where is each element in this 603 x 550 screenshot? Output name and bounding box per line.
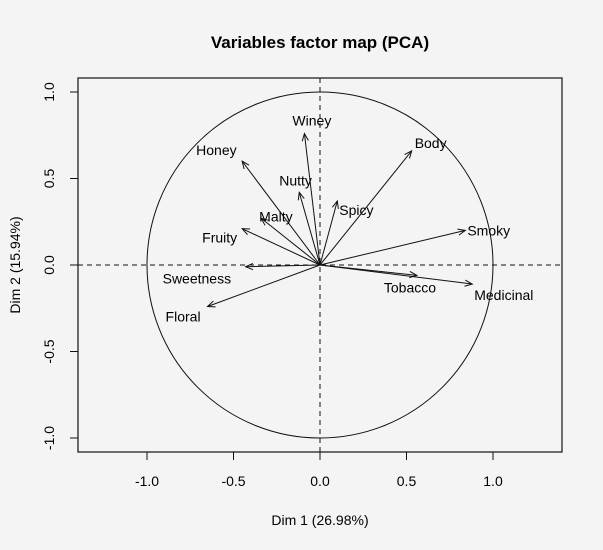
variable-tobacco: Tobacco <box>319 264 436 295</box>
arrow-head-icon <box>206 300 216 308</box>
x-axis-label: Dim 1 (26.98%) <box>271 512 368 528</box>
variable-winey: Winey <box>292 113 331 266</box>
plot-area: Winey Honey Nutty Malty Fruity Spicy Body Smoky… <box>78 78 562 452</box>
arrow-head-icon <box>457 228 467 236</box>
variable-label: Malty <box>259 208 292 224</box>
y-tick-label: 1.0 <box>41 82 57 102</box>
arrow-head-icon <box>331 199 339 209</box>
variable-label: Winey <box>292 113 331 129</box>
y-tick-label: 0.0 <box>41 255 57 275</box>
arrow-head-icon <box>301 132 309 142</box>
arrow-head-icon <box>297 191 305 201</box>
variable-label: Smoky <box>467 222 510 238</box>
arrow-line <box>303 133 321 266</box>
variable-nutty: Nutty <box>279 172 321 266</box>
y-tick-label: -1.0 <box>41 426 57 450</box>
x-tick-label: 1.0 <box>483 473 503 489</box>
variable-label: Nutty <box>279 172 312 188</box>
y-tick-label: -0.5 <box>41 339 57 363</box>
variable-label: Body <box>415 135 447 151</box>
arrow-line <box>260 217 321 266</box>
x-tick-label: 0.5 <box>397 473 417 489</box>
arrow-line <box>241 160 321 266</box>
arrow-head-icon <box>404 149 413 159</box>
y-tick-label: 0.5 <box>41 169 57 189</box>
arrow-line <box>319 150 413 266</box>
variable-spicy: Spicy <box>319 199 374 266</box>
y-axis-label: Dim 2 (15.94%) <box>7 216 23 313</box>
variable-arrows: Winey Honey Nutty Malty Fruity Spicy Body Smoky… <box>163 113 534 325</box>
arrow-line <box>319 200 338 266</box>
arrow-head-icon <box>260 217 270 226</box>
arrow-line <box>298 192 321 266</box>
arrow-head-icon <box>240 228 251 235</box>
variable-honey: Honey <box>196 142 321 266</box>
chart-title: Variables factor map (PCA) <box>211 33 429 52</box>
variable-label: Fruity <box>202 230 237 246</box>
x-tick-label: -0.5 <box>221 473 245 489</box>
variable-label: Honey <box>196 142 236 158</box>
variable-floral: Floral <box>166 264 321 325</box>
arrow-line <box>245 264 321 268</box>
arrow-head-icon <box>244 262 254 271</box>
variable-label: Spicy <box>339 202 373 218</box>
variable-label: Medicinal <box>474 287 533 303</box>
variable-label: Tobacco <box>384 279 436 295</box>
variable-label: Floral <box>166 309 201 325</box>
variable-malty: Malty <box>259 208 321 266</box>
y-axis: -1.0 -0.5 0.0 0.5 1.0 <box>41 82 78 450</box>
variable-smoky: Smoky <box>319 222 510 266</box>
arrow-line <box>241 228 321 266</box>
arrow-line <box>207 264 321 307</box>
variable-medicinal: Medicinal <box>319 264 533 303</box>
arrow-line <box>319 264 473 285</box>
variable-fruity: Fruity <box>202 228 321 266</box>
variable-body: Body <box>319 135 447 266</box>
x-tick-label: 0.0 <box>310 473 330 489</box>
arrow-head-icon <box>241 160 250 170</box>
x-tick-label: -1.0 <box>135 473 159 489</box>
arrow-head-icon <box>464 279 474 287</box>
arrow-line <box>319 229 466 266</box>
variable-sweetness: Sweetness <box>163 262 321 287</box>
x-axis: -1.0 -0.5 0.0 0.5 1.0 <box>135 452 503 489</box>
variable-label: Sweetness <box>163 271 231 287</box>
